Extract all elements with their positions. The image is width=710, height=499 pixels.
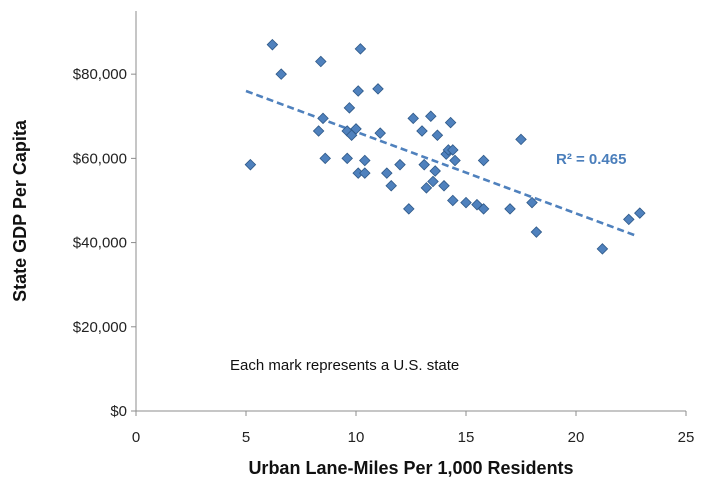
data-point (623, 213, 635, 226)
data-point (444, 116, 457, 129)
data-point (266, 38, 279, 51)
y-tick-label: $40,000 (73, 235, 127, 252)
data-point (350, 123, 362, 135)
data-point (244, 158, 257, 171)
data-point (427, 175, 439, 188)
data-point (447, 144, 459, 156)
data-point (449, 154, 461, 167)
data-point (312, 125, 325, 137)
data-point (319, 152, 331, 165)
data-point (275, 68, 287, 80)
tick-labels: $0 $20,000 $40,000 $60,000 $80,000 0 5 10 15 20 25 (73, 66, 695, 446)
data-point (438, 179, 450, 192)
data-point (447, 194, 459, 207)
data-point (530, 226, 543, 238)
data-point (381, 167, 393, 179)
data-point (477, 154, 490, 167)
data-point (526, 196, 538, 209)
data-point (460, 196, 472, 209)
data-point (359, 154, 371, 167)
data-point (394, 158, 406, 171)
data-point (504, 203, 516, 215)
data-point (343, 102, 356, 114)
y-tick-label: $0 (110, 403, 127, 420)
data-point (407, 112, 419, 125)
y-tick-label: $80,000 (73, 66, 127, 83)
data-point (354, 43, 367, 55)
data-point (515, 133, 527, 146)
data-point (596, 243, 609, 255)
data-point (431, 129, 444, 141)
data-point (352, 85, 364, 97)
tick-marks (131, 73, 687, 416)
annotation-note: Each mark represents a U.S. state (230, 357, 459, 374)
x-tick-label: 20 (568, 429, 585, 446)
data-point (634, 207, 646, 219)
data-point (317, 112, 329, 125)
data-point (477, 203, 490, 215)
x-tick-label: 15 (458, 429, 475, 446)
r-squared-label: R² = 0.465 (556, 151, 626, 168)
x-tick-label: 25 (678, 429, 695, 446)
data-point (425, 110, 437, 123)
x-tick-label: 0 (132, 429, 140, 446)
x-tick-label: 10 (348, 429, 365, 446)
axes (135, 11, 686, 412)
data-point (374, 127, 386, 139)
x-tick-label: 5 (242, 429, 250, 446)
x-axis-title: Urban Lane-Miles Per 1,000 Residents (248, 458, 573, 478)
data-point (418, 158, 430, 171)
data-point (385, 179, 397, 192)
y-tick-label: $60,000 (73, 150, 127, 167)
trendline (245, 89, 639, 238)
data-point (429, 165, 441, 177)
data-point (372, 83, 384, 95)
data-points (244, 38, 646, 255)
data-point (416, 125, 428, 137)
trendline-group (245, 89, 639, 238)
y-tick-label: $20,000 (73, 319, 127, 336)
data-point (315, 55, 327, 68)
data-point (341, 152, 353, 165)
data-point (420, 182, 433, 194)
y-axis-title: State GDP Per Capita (10, 119, 30, 302)
data-point (403, 203, 415, 215)
data-point (359, 167, 371, 179)
